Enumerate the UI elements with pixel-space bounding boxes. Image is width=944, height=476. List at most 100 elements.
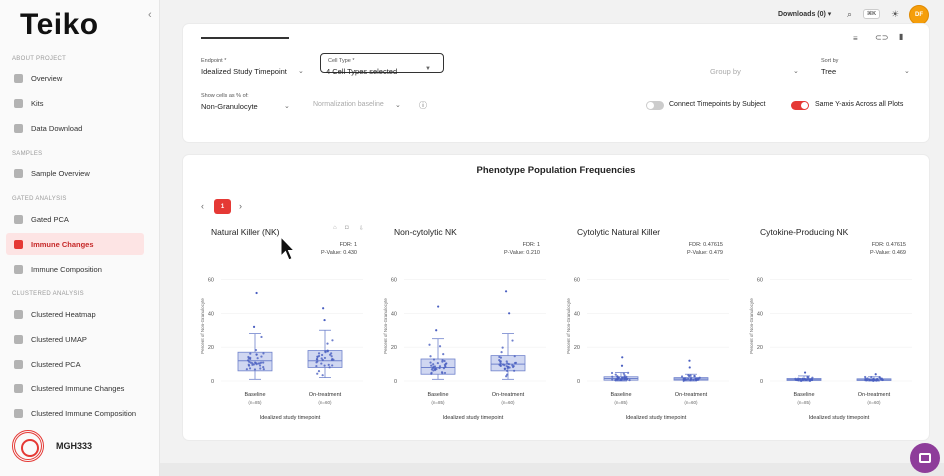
data-point [442,353,445,356]
fdr-label: FDR: 1 [523,242,540,248]
trash-icon[interactable]: ▮ [899,32,904,41]
search-icon[interactable]: ⌕ [847,9,853,19]
normalization-select[interactable]: Normalization baseline [313,101,384,108]
y-tick-label: 0 [760,379,763,385]
data-point [330,358,333,362]
data-point [262,352,265,355]
sidebar-section-clustered: CLUSTERED ANALYSIS [12,291,84,297]
sidebar-item-clustered-immune-changes[interactable]: Clustered Immune Changes [6,377,144,399]
data-point [443,359,446,363]
data-point [258,364,262,367]
help-icon[interactable]: ⓘ [419,101,427,110]
sidebar-item-clustered-umap[interactable]: Clustered UMAP [6,328,144,350]
home-icon[interactable]: ⌂ [333,225,337,231]
data-point [320,357,323,360]
shortcut-badge: ⌘K [863,9,881,19]
sidebar-section-samples: SAMPLES [12,151,43,157]
mouse-cursor [280,236,296,261]
data-point [323,364,326,367]
chevron-left-icon[interactable]: ‹ [201,201,204,211]
show-cells-select[interactable]: Non-Granulocyte [201,102,258,111]
same-y-axis-toggle[interactable] [791,101,809,110]
theme-toggle-icon[interactable]: ☀ [891,9,900,19]
cell-type-select[interactable] [320,53,444,73]
chevron-right-icon[interactable]: › [239,201,242,211]
x-axis-label: Idealized study timepoint [260,415,321,421]
x-tick-count: (n=60) [501,400,515,405]
data-point [430,364,433,367]
plot-1: Non-cytolytic NK FDR: 1 P-Value: 0.210 0 20 4… [383,227,546,421]
y-tick-label: 60 [208,277,214,283]
data-point [628,379,631,382]
sidebar-item-clustered-heatmap[interactable]: Clustered Heatmap [6,303,144,325]
data-point [620,376,624,379]
avatar[interactable]: DF [909,5,929,25]
sidebar-item-clustered-pca[interactable]: Clustered PCA [6,353,144,375]
page-1-button[interactable]: 1 [214,199,231,214]
chevron-down-icon: ⌄ [793,68,799,75]
data-point [248,367,252,370]
y-tick-label: 0 [577,379,580,385]
teiko-logo[interactable]: Teiko [20,8,99,41]
data-point [697,377,700,381]
sidebar-item-gated-pca[interactable]: Gated PCA [6,208,144,230]
data-point [503,367,507,370]
sidebar-item-sample-overview[interactable]: Sample Overview [6,162,144,184]
data-point [505,375,508,378]
outlier-point [252,325,256,328]
sidebar-item-overview[interactable]: Overview [6,67,144,89]
camera-icon[interactable]: ◘ [345,225,349,231]
plot-title: Natural Killer (NK) [211,227,280,237]
sidebar-item-kits[interactable]: Kits [6,92,144,114]
data-point [432,363,435,366]
data-point [260,335,263,339]
data-point [245,368,248,371]
data-point [801,378,804,381]
data-point [430,371,433,375]
data-point [689,378,692,381]
group-by-select[interactable]: Group by [710,67,741,76]
connect-timepoints-toggle[interactable] [646,101,664,110]
y-tick-label: 20 [757,345,763,351]
y-tick-label: 0 [211,379,214,385]
endpoint-select[interactable]: Idealized Study Timepoint [201,67,287,76]
data-point [247,363,250,366]
fdr-label: FDR: 0.47615 [872,242,906,248]
data-point [320,362,323,365]
bottom-bar [160,463,944,476]
x-tick-label: On-treatment [492,392,525,398]
sidebar-item-clustered-immune-composition[interactable]: Clustered Immune Composition [6,402,144,424]
sidebar-item-data-download[interactable]: Data Download [6,117,144,139]
downloads-button[interactable]: Downloads (0) ▾ [778,11,832,18]
data-point [321,358,324,362]
data-point [808,379,812,382]
outlier-point [688,366,691,369]
chat-button[interactable] [910,443,940,473]
filter-icon[interactable]: ≡ [853,34,858,43]
data-point [262,366,265,369]
line-chart-icon [14,383,23,393]
data-point [498,358,501,362]
data-point [253,368,257,371]
data-point [259,367,262,370]
download-icon[interactable]: ⇩ [359,226,365,232]
pvalue-label: P-Value: 0.210 [504,250,540,256]
data-point [625,375,628,378]
data-point [611,378,614,381]
chevron-left-icon[interactable]: ‹ [148,9,152,21]
data-point [623,374,626,377]
sidebar-item-immune-composition[interactable]: Immune Composition [6,258,144,280]
link-icon[interactable]: ⊂⊃ [875,33,889,42]
project-name[interactable]: MGH333 [56,441,93,451]
data-point [866,377,869,380]
data-point [499,356,503,359]
outlier-point [621,356,624,359]
sidebar-item-immune-changes[interactable]: Immune Changes [6,233,144,255]
sort-by-select[interactable]: Tree [821,67,837,76]
x-tick-count: (n=85) [797,400,811,405]
data-point [429,355,432,358]
tab-underline [201,37,289,39]
fingerprint-icon [12,430,44,462]
chevron-down-icon: ⌄ [395,102,401,109]
chart-panel: Phenotype Population Frequencies ‹ 1 › ⌂… [183,155,929,440]
